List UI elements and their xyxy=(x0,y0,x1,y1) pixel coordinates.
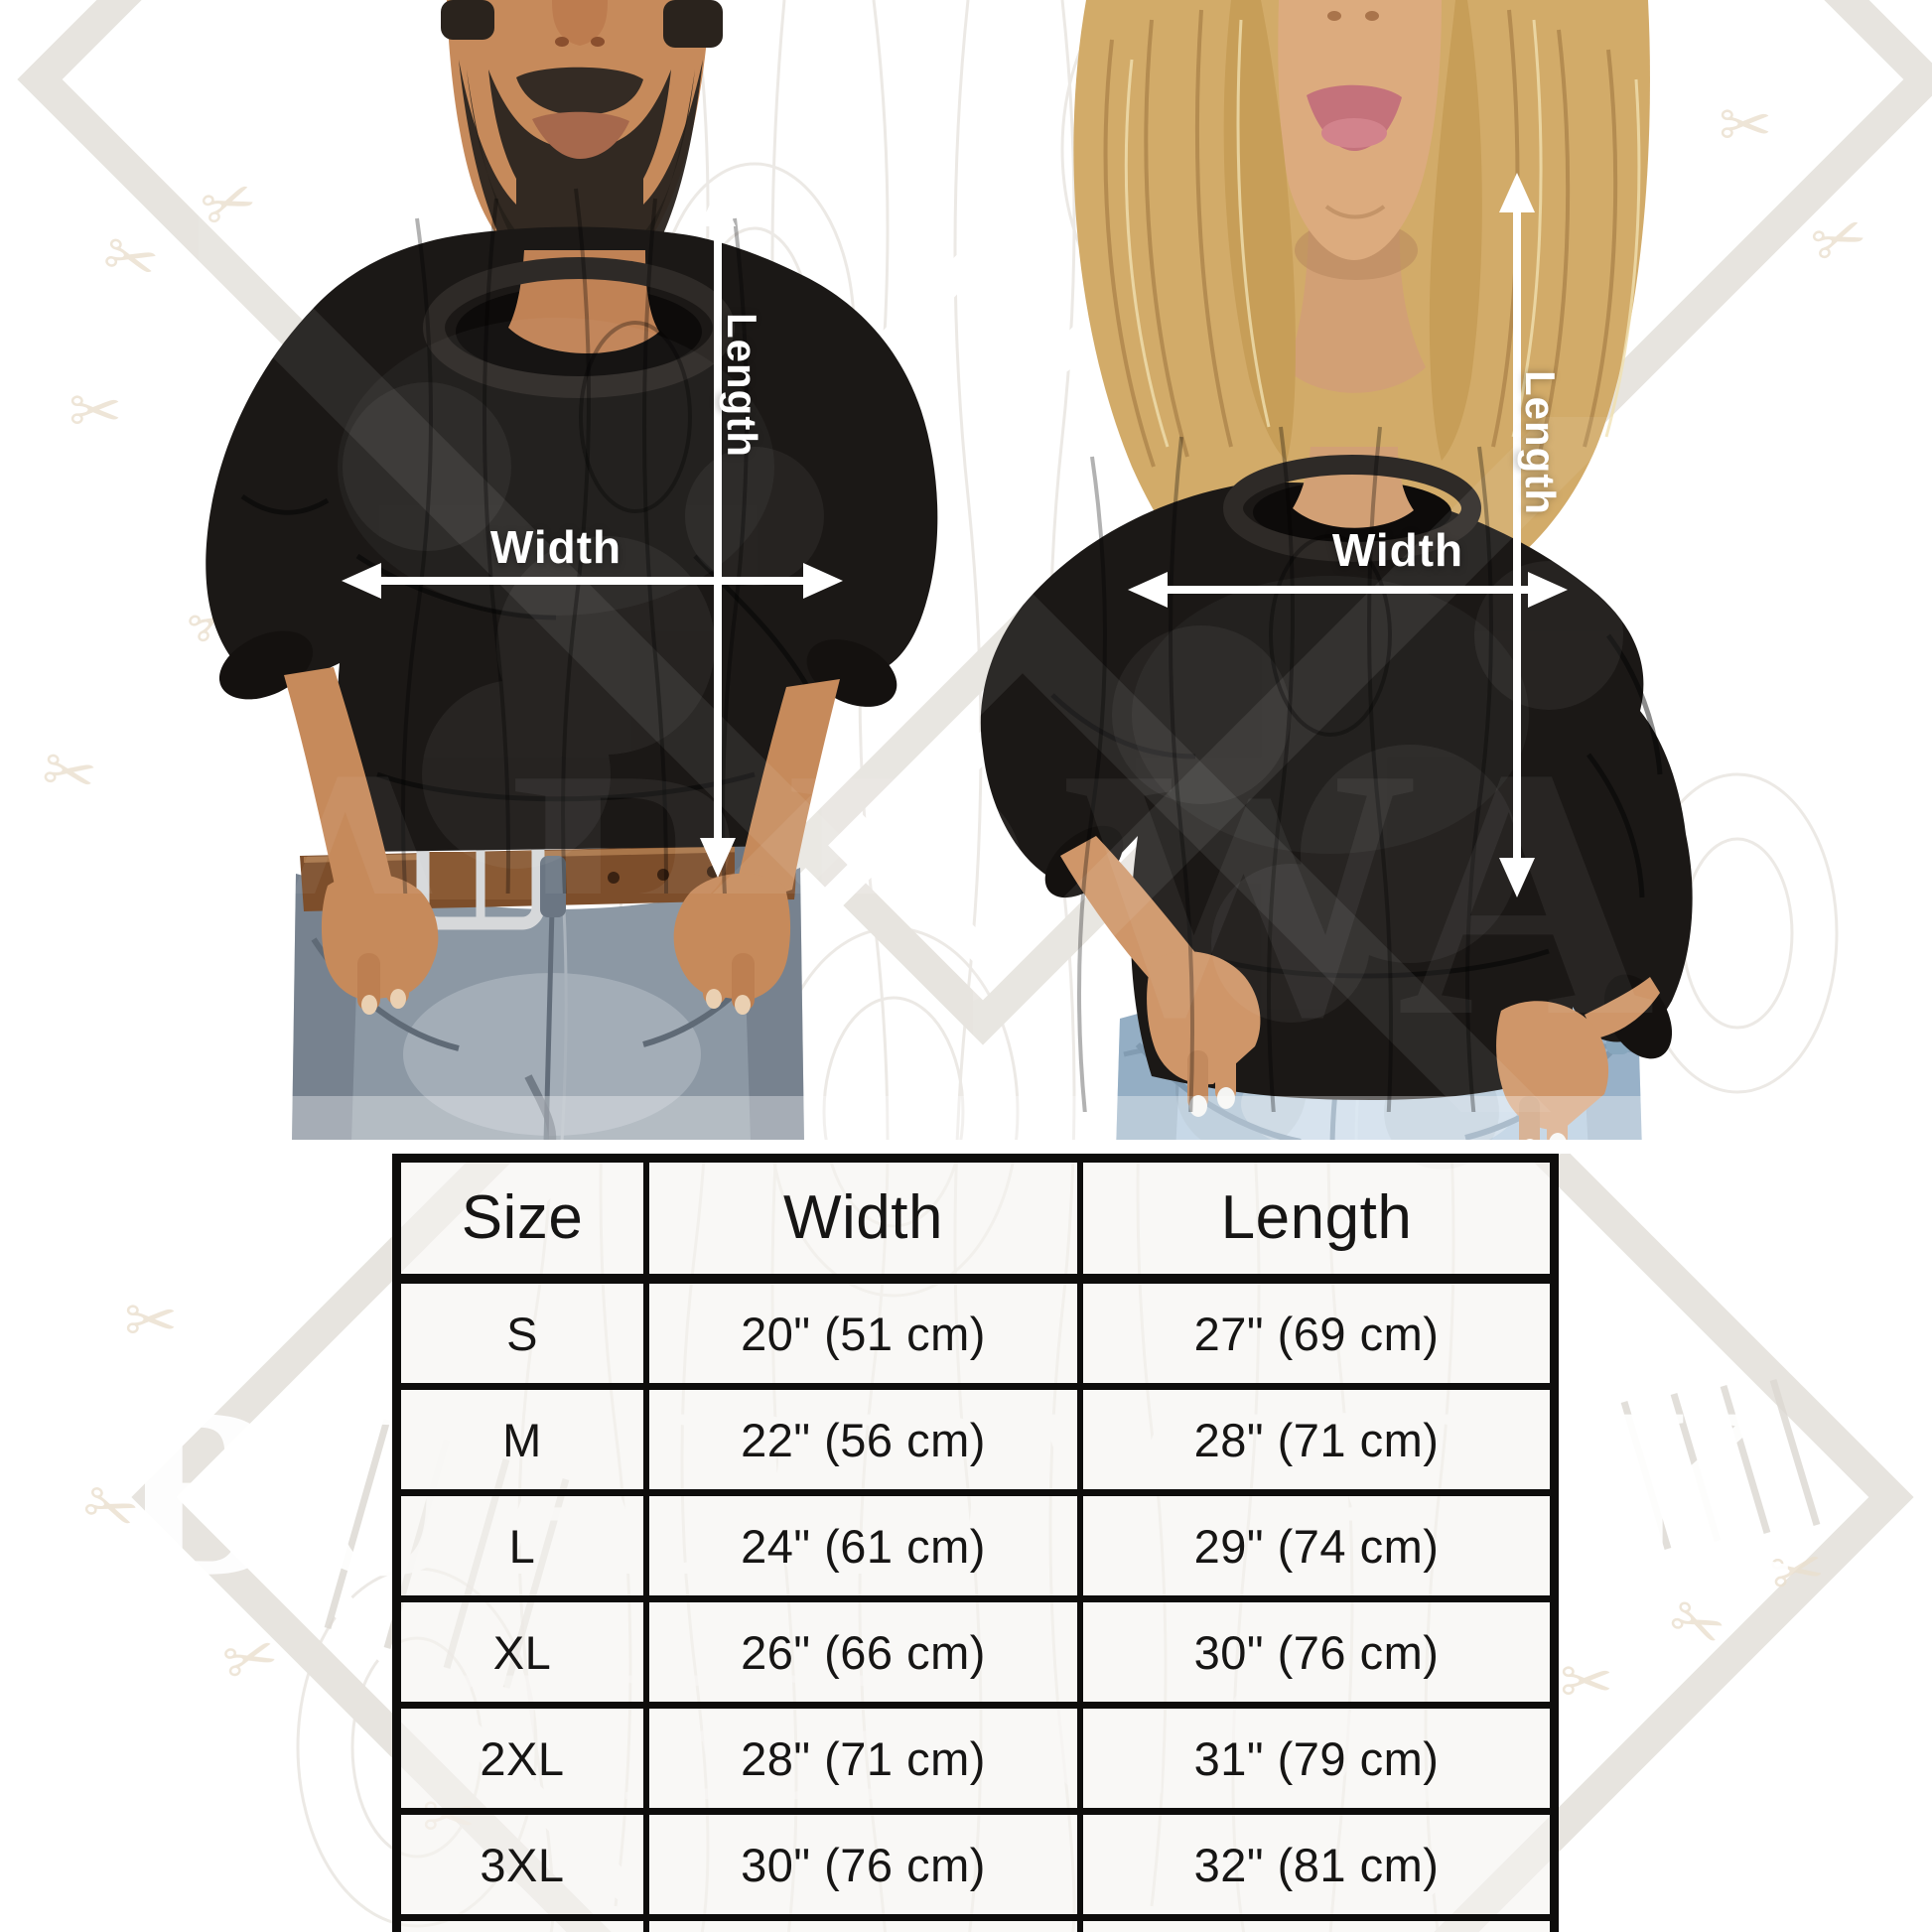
cell-size: M xyxy=(401,1390,649,1496)
cell-width: 20" (51 cm) xyxy=(649,1284,1083,1390)
table-row-s: S 20" (51 cm) 27" (69 cm) xyxy=(401,1284,1550,1390)
female-length-arrow xyxy=(1499,173,1535,897)
svg-text:✂: ✂ xyxy=(37,733,102,814)
cell-width: 30" (76 cm) xyxy=(649,1815,1083,1921)
table-row-3xl: 3XL 30" (76 cm) 32" (81 cm) xyxy=(401,1815,1550,1921)
svg-text:✂: ✂ xyxy=(1719,89,1772,163)
cell-width: 22" (56 cm) xyxy=(649,1390,1083,1496)
svg-text:✂: ✂ xyxy=(1765,1531,1831,1612)
male-length-label: Length xyxy=(719,313,765,458)
female-width-arrow xyxy=(1128,572,1568,608)
cell-size: L xyxy=(401,1496,649,1602)
male-model-illustration xyxy=(206,0,938,1143)
cell-width: 24" (61 cm) xyxy=(649,1496,1083,1602)
size-chart-table: Size Width Length S 20" (51 cm) 27" (69 … xyxy=(392,1154,1559,1932)
table-row-2xl: 2XL 28" (71 cm) 31" (79 cm) xyxy=(401,1709,1550,1815)
table-row-partial xyxy=(401,1921,1550,1932)
cell-width: 26" (66 cm) xyxy=(649,1602,1083,1709)
cell-length: 29" (74 cm) xyxy=(1083,1496,1550,1602)
cell-length: 27" (69 cm) xyxy=(1083,1284,1550,1390)
column-header-size: Size xyxy=(401,1163,649,1284)
male-length-arrow xyxy=(700,187,736,878)
cell-size: XL xyxy=(401,1602,649,1709)
cell-size: 3XL xyxy=(401,1815,649,1921)
cell-width: 28" (71 cm) xyxy=(649,1709,1083,1815)
table-row-xl: XL 26" (66 cm) 30" (76 cm) xyxy=(401,1602,1550,1709)
female-width-label: Width xyxy=(1331,524,1464,576)
svg-text:✂: ✂ xyxy=(1560,1646,1613,1720)
cell-length xyxy=(1083,1921,1550,1932)
cell-length: 31" (79 cm) xyxy=(1083,1709,1550,1815)
male-width-arrow xyxy=(342,563,843,599)
cell-size: S xyxy=(401,1284,649,1390)
column-header-length: Length xyxy=(1083,1163,1550,1284)
female-length-label: Length xyxy=(1517,370,1564,515)
table-row-l: L 24" (61 cm) 29" (74 cm) xyxy=(401,1496,1550,1602)
cell-length: 28" (71 cm) xyxy=(1083,1390,1550,1496)
svg-text:✂: ✂ xyxy=(124,1285,178,1358)
table-row-m: M 22" (56 cm) 28" (71 cm) xyxy=(401,1390,1550,1496)
cell-size: 2XL xyxy=(401,1709,649,1815)
table-header-row: Size Width Length xyxy=(401,1163,1550,1284)
cell-size xyxy=(401,1921,649,1932)
cell-width xyxy=(649,1921,1083,1932)
cell-length: 32" (81 cm) xyxy=(1083,1815,1550,1921)
cell-length: 30" (76 cm) xyxy=(1083,1602,1550,1709)
svg-text:✂: ✂ xyxy=(69,375,122,449)
male-width-label: Width xyxy=(489,521,622,573)
column-header-width: Width xyxy=(649,1163,1083,1284)
